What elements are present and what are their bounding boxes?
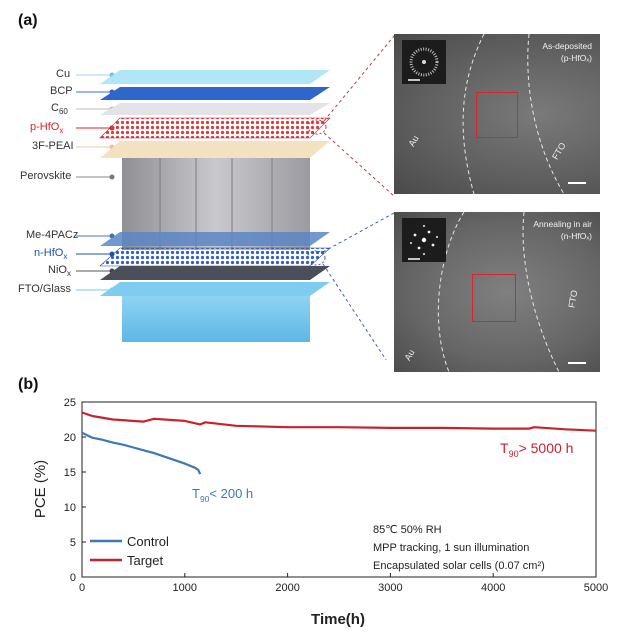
layer-label-cu: Cu <box>56 68 71 80</box>
cu-layer <box>100 70 330 84</box>
chart-legend: Control Target <box>90 534 169 568</box>
layer-label-perovskite: Perovskite <box>20 170 72 182</box>
control-t90-annotation: T90< 200 h <box>192 486 253 504</box>
condition-temperature-humidity: 85℃ 50% RH <box>373 524 442 536</box>
fto-glass-layer <box>100 282 330 296</box>
device-stack-illustration <box>76 35 395 360</box>
x-tick-label-1: 1000 <box>173 582 197 594</box>
condition-encapsulation: Encapsulated solar cells (0.07 cm²) <box>373 560 545 572</box>
y-tick-label-0: 0 <box>70 572 76 584</box>
tem-image-annealed: Annealing in air (n-HfOₓ) Au FTO <box>394 212 600 372</box>
y-tick-label-2: 10 <box>64 502 76 514</box>
x-tick-label-2: 2000 <box>275 582 299 594</box>
series-line-control <box>81 431 202 475</box>
n-hfox-layer <box>99 247 331 267</box>
condition-mpp-tracking: MPP tracking, 1 sun illumination <box>373 542 529 554</box>
p-hfox-zoom-circle <box>307 119 327 135</box>
x-tick-label-4: 4000 <box>481 582 505 594</box>
fft-inset-crystalline <box>402 218 446 262</box>
plot-frame <box>81 401 597 578</box>
x-tick-label-5: 5000 <box>584 582 608 594</box>
n-hfox-zoom-circle <box>306 250 326 266</box>
fto-glass-slab <box>122 296 310 342</box>
y-tick-label-4: 20 <box>64 432 76 444</box>
y-tick-label-3: 15 <box>64 467 76 479</box>
legend-label-control: Control <box>127 534 169 549</box>
layer-label-niox: NiOx <box>48 264 71 279</box>
plot-area: 0 1000 2000 3000 4000 5000 0 5 10 15 20 25 <box>64 397 608 594</box>
layer-label-fto-glass: FTO/Glass <box>18 283 71 295</box>
target-t90-annotation: T90> 5000 h <box>500 440 573 459</box>
zoom-connector-top-1 <box>323 35 395 122</box>
x-axis-label: Time(h) <box>311 611 365 628</box>
tem-top-scale-bar <box>568 182 586 184</box>
p-hfox-layer <box>99 117 331 139</box>
c60-layer <box>100 103 330 115</box>
layer-label-c60: C60 <box>51 102 68 117</box>
layer-label-me-4pacz: Me-4PACz <box>26 229 79 241</box>
legend-label-target: Target <box>127 553 164 568</box>
tem-bottom-region-box <box>472 274 516 322</box>
x-tick-label-0: 0 <box>79 582 85 594</box>
layer-label-n-hfox: n-HfOx <box>34 247 68 262</box>
layer-label-p-hfox: p-HfOx <box>30 121 64 136</box>
zoom-connector-top-2 <box>323 132 395 197</box>
niox-layer <box>100 266 330 280</box>
tem-bottom-scale-bar <box>568 362 586 364</box>
tem-top-region-box <box>476 92 518 138</box>
zoom-connector-bottom-1 <box>322 212 395 253</box>
x-tick-label-3: 3000 <box>378 582 402 594</box>
zoom-connector-bottom-2 <box>322 263 387 360</box>
tem-top-title: As-deposited (p-HfOₓ) <box>542 41 592 63</box>
fft-inset-diffuse <box>402 40 446 84</box>
tem-bottom-title: Annealing in air (n-HfOₓ) <box>533 219 592 241</box>
tem-image-as-deposited: As-deposited (p-HfOₓ) Au FTO <box>394 34 600 194</box>
panel-b-label: (b) <box>18 376 39 393</box>
bcp-layer <box>100 87 330 100</box>
3f-peai-layer <box>100 141 330 158</box>
y-tick-label-5: 25 <box>64 397 76 409</box>
layer-label-3f-peai: 3F-PEAI <box>32 140 74 152</box>
y-axis-label: PCE (%) <box>32 460 49 518</box>
me-4pacz-layer <box>100 232 330 246</box>
series-line-target <box>81 411 597 432</box>
layer-label-bcp: BCP <box>50 85 73 97</box>
y-tick-label-1: 5 <box>70 537 76 549</box>
panel-a-label: (a) <box>18 12 38 29</box>
